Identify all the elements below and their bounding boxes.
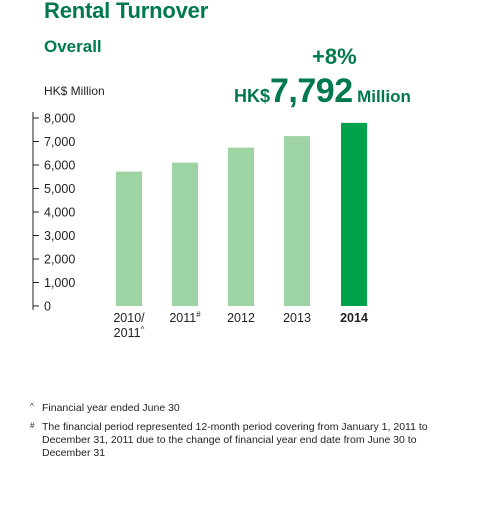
bar [172,162,198,306]
footnote: # The financial period represented 12-mo… [30,421,450,460]
headline-unit: Million [357,87,411,106]
growth-rate: +8% [312,44,357,69]
bar-chart: 0 1,000 2,000 3,000 4,000 5,000 6,000 7,000 8,00… [32,112,368,340]
x-tick-label: 2014 [340,311,368,325]
y-tick-label: 4,000 [44,206,75,220]
x-tick-label: 2012 [227,311,255,325]
y-tick-label: 1,000 [44,276,75,290]
headline-total: HK$7,792 Million [234,72,411,111]
y-axis-label: HK$ Million [44,84,105,98]
y-tick-label: 6,000 [44,159,75,173]
y-tick-label: 8,000 [44,112,75,126]
y-tick-label: 2,000 [44,253,75,267]
bar [284,136,310,306]
y-tick-label: 5,000 [44,182,75,196]
x-tick-label: 2011# [169,310,201,325]
chart-title: Rental Turnover [44,0,209,23]
footnote-text: The financial period represented 12-mont… [42,421,428,459]
chart-subtitle: Overall [44,37,102,56]
bar [116,171,142,306]
bar [341,122,367,306]
headline-value: 7,792 [270,72,353,110]
bar [228,147,254,306]
footnote-text: Financial year ended June 30 [42,402,180,414]
footnote: ^ Financial year ended June 30 [30,402,450,415]
footnote-mark: # [30,421,35,430]
y-tick-label: 3,000 [44,229,75,243]
x-tick-label: 2010/ [113,311,145,325]
x-tick-label: 2011^ [114,325,145,340]
y-tick-label: 0 [44,300,51,314]
headline-currency: HK$ [234,86,271,106]
y-tick-label: 7,000 [44,135,75,149]
x-tick-label: 2013 [283,311,311,325]
footnote-mark: ^ [30,402,34,411]
footnotes: ^ Financial year ended June 30 # The fin… [30,402,450,466]
